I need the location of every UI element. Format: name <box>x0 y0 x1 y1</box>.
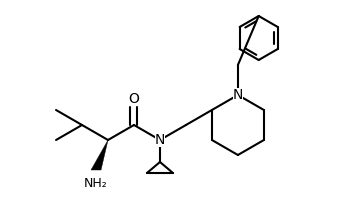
Text: N: N <box>233 88 243 102</box>
Text: NH₂: NH₂ <box>84 177 108 190</box>
Text: O: O <box>129 92 139 106</box>
Text: N: N <box>155 133 165 147</box>
Polygon shape <box>91 140 108 170</box>
